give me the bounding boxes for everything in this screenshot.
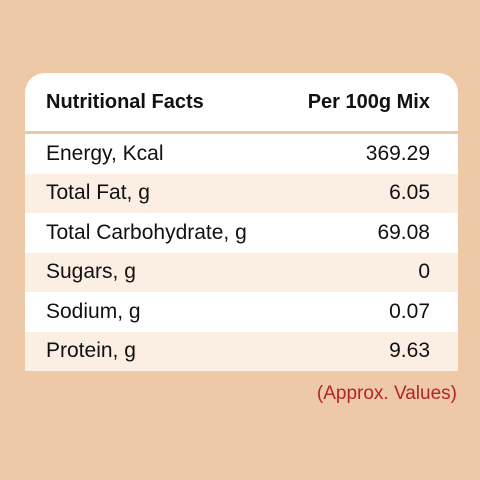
nutrition-table: Nutritional Facts Per 100g Mix Energy, K… [25,73,458,371]
table-row: Total Carbohydrate, g 69.08 [25,213,458,253]
label-cell: Energy, Kcal [46,141,164,165]
label-cell: Total Carbohydrate, g [46,220,247,244]
label-cell: Total Fat, g [46,181,150,205]
value-cell: 0 [418,260,430,284]
table-row: Protein, g 9.63 [25,331,458,371]
table-row: Energy, Kcal 369.29 [25,134,458,174]
table-row: Total Fat, g 6.05 [25,173,458,213]
header-cell: Per 100g Mix [307,90,430,113]
table-row: Sodium, g 0.07 [25,292,458,332]
label-cell: Protein, g [46,339,136,363]
label-cell: Sugars, g [46,260,136,284]
value-cell: 69.08 [377,220,430,244]
value-cell: 6.05 [389,181,430,205]
note: (Approx. Values) [316,383,457,404]
label-cell: Sodium, g [46,299,141,323]
value-cell: 369.29 [365,141,430,165]
table-header: Nutritional Facts Per 100g Mix [25,73,458,134]
header-cell: Nutritional Facts [46,90,204,113]
table-row: Sugars, g 0 [25,252,458,292]
value-cell: 9.63 [389,339,430,363]
value-cell: 0.07 [389,299,430,323]
